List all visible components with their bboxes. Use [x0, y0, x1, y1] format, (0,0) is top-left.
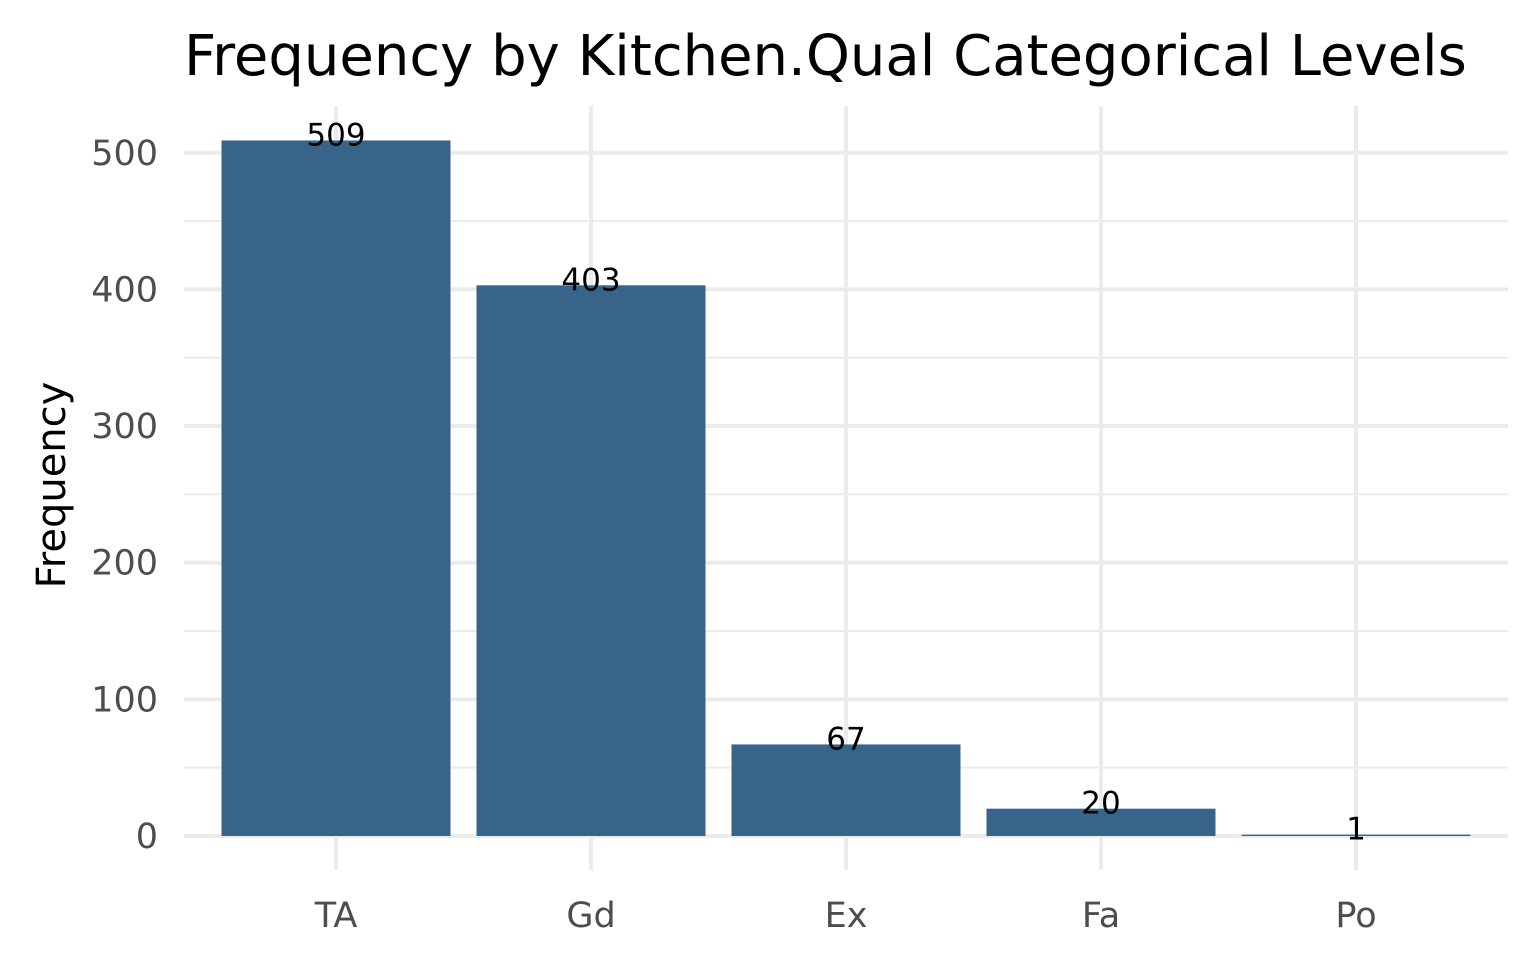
- bar-ex: [731, 744, 961, 836]
- y-tick-label: 400: [91, 270, 158, 310]
- bar-gd: [476, 285, 706, 836]
- y-tick-label: 500: [91, 134, 158, 174]
- data-label-ex: 67: [826, 721, 865, 757]
- y-axis-label: Frequency: [29, 382, 75, 589]
- data-label-gd: 403: [561, 262, 620, 298]
- y-tick-label: 200: [91, 544, 158, 584]
- x-tick-label-po: Po: [1335, 896, 1376, 936]
- data-label-po: 1: [1346, 812, 1366, 848]
- y-tick-label: 300: [91, 407, 158, 447]
- data-labels: 509 403 67 20 1: [306, 117, 1365, 847]
- y-tick-label: 0: [136, 817, 158, 857]
- x-tick-label-ta: TA: [314, 896, 358, 936]
- bars: [221, 140, 1471, 836]
- y-tick-label: 100: [91, 680, 158, 720]
- y-tick-labels: 0 100 200 300 400 500: [91, 134, 158, 857]
- bar-po: [1241, 834, 1471, 836]
- x-tick-label-fa: Fa: [1082, 896, 1120, 936]
- x-tick-labels: TA Gd Ex Fa Po: [314, 896, 1377, 936]
- x-tick-label-gd: Gd: [566, 896, 615, 936]
- data-label-fa: 20: [1081, 786, 1120, 822]
- bar-ta: [221, 140, 451, 836]
- chart-title: Frequency by Kitchen.Qual Categorical Le…: [184, 24, 1467, 89]
- bar-fa: [986, 808, 1216, 836]
- x-tick-label-ex: Ex: [825, 896, 868, 936]
- data-label-ta: 509: [306, 117, 365, 153]
